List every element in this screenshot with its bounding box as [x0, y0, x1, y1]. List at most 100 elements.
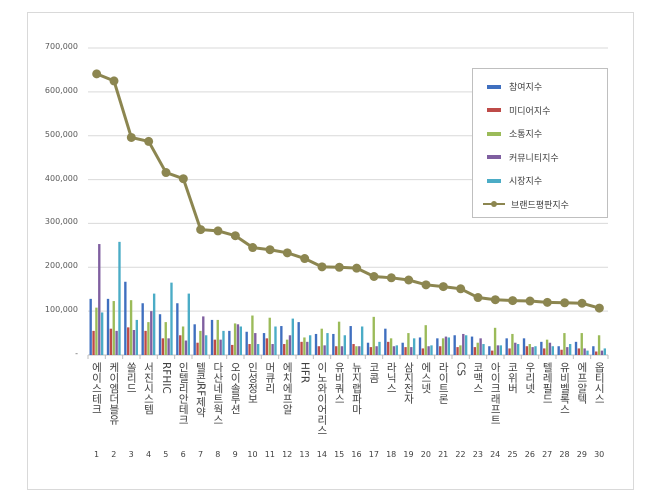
bar-3-18 — [389, 338, 393, 355]
x-rank-label: 25 — [507, 450, 518, 459]
x-rank-label: 5 — [163, 450, 169, 459]
x-rank-label: 2 — [111, 450, 117, 459]
bar-5-24 — [499, 345, 502, 355]
bar-2-2 — [109, 328, 113, 355]
bar-2-11 — [265, 338, 269, 355]
x-rank-label: 16 — [351, 450, 362, 459]
bar-5-15 — [343, 335, 346, 355]
legend-label: 시장지수 — [509, 177, 543, 188]
bar-5-23 — [482, 344, 485, 355]
bar-4-15 — [340, 346, 344, 355]
bar-4-26 — [531, 347, 534, 355]
bar-4-25 — [514, 342, 517, 355]
bar-5-19 — [412, 338, 416, 355]
brand-index-point-27 — [542, 297, 552, 307]
brand-index-point-9 — [230, 231, 240, 241]
legend-label: 커뮤니티지수 — [509, 153, 559, 164]
bar-1-3 — [124, 281, 127, 355]
y-tick-label: 100,000 — [44, 305, 78, 315]
x-category-label: 유비쿼스 — [333, 362, 346, 404]
bar-4-12 — [288, 335, 292, 355]
bar-2-5 — [161, 338, 165, 355]
legend-item: 브랜드평판지수 — [483, 193, 607, 217]
y-tick-label: 300,000 — [44, 217, 78, 227]
bar-3-21 — [441, 338, 445, 355]
legend-swatch — [487, 84, 501, 89]
bar-1-25 — [505, 338, 508, 355]
x-category-label: 에이스테크 — [90, 362, 103, 415]
bar-3-20 — [424, 325, 427, 355]
bar-4-11 — [271, 344, 274, 355]
x-category-label: 코콤 — [367, 362, 380, 383]
legend: 참여지수 미디어지수 소통지수 커뮤니티지수 시장지수 브랜드평판지수 — [472, 68, 608, 218]
bar-1-14 — [314, 333, 318, 355]
bar-3-5 — [164, 322, 167, 355]
x-category-label: 인텔리안테크 — [177, 362, 190, 425]
bar-5-28 — [568, 344, 572, 355]
bar-1-29 — [574, 341, 578, 355]
bar-2-30 — [595, 351, 598, 355]
bar-5-5 — [170, 282, 173, 355]
bar-2-17 — [369, 347, 373, 355]
bar-4-20 — [427, 346, 430, 355]
bar-2-15 — [335, 346, 338, 355]
legend-swatch — [483, 201, 505, 208]
x-rank-label: 27 — [542, 450, 553, 459]
bar-3-7 — [199, 330, 202, 355]
bar-1-1 — [89, 298, 92, 355]
x-rank-label: 19 — [403, 450, 414, 459]
bar-1-13 — [297, 322, 300, 355]
bar-4-19 — [410, 347, 413, 355]
bar-1-16 — [349, 326, 352, 355]
legend-swatch — [487, 155, 501, 160]
brand-index-point-25 — [508, 296, 518, 306]
x-rank-label: 29 — [576, 450, 587, 459]
brand-index-point-18 — [386, 273, 396, 283]
bar-2-4 — [144, 330, 147, 355]
x-category-label: 아이크래프트 — [489, 362, 502, 425]
bar-4-3 — [132, 330, 136, 355]
x-category-label: 우리넷 — [523, 362, 536, 394]
x-category-label: 옵티시스 — [593, 362, 606, 404]
y-tick-label: - — [75, 349, 78, 358]
bar-4-21 — [444, 336, 448, 355]
bar-4-14 — [323, 345, 326, 355]
x-category-label: 코맥스 — [471, 362, 484, 394]
bar-1-10 — [245, 331, 248, 355]
x-category-label: 인성정보 — [246, 362, 259, 404]
bar-5-30 — [603, 348, 606, 355]
y-tick-label: 500,000 — [44, 129, 78, 139]
bar-4-9 — [236, 324, 240, 355]
bar-4-22 — [462, 333, 465, 355]
x-category-label: 에프알텍 — [575, 362, 588, 404]
bar-4-8 — [219, 339, 222, 355]
x-category-label: 유비벨록스 — [558, 362, 571, 415]
bar-1-22 — [453, 335, 456, 355]
legend-item: 참여지수 — [487, 75, 607, 99]
bar-5-21 — [447, 337, 450, 355]
x-rank-label: 13 — [299, 450, 310, 459]
bar-1-17 — [366, 342, 370, 355]
x-rank-label: 10 — [247, 450, 258, 459]
bar-5-9 — [239, 326, 242, 355]
bar-3-22 — [459, 345, 462, 355]
bar-1-19 — [401, 342, 404, 355]
bar-3-1 — [95, 307, 98, 355]
x-rank-label: 14 — [316, 450, 327, 459]
legend-swatch — [487, 108, 501, 113]
x-rank-label: 9 — [232, 450, 238, 459]
legend-item: 시장지수 — [487, 169, 607, 193]
bar-3-28 — [563, 333, 566, 355]
bar-2-28 — [560, 349, 563, 355]
bar-2-13 — [300, 341, 303, 355]
bar-4-6 — [184, 340, 188, 355]
bar-5-3 — [135, 319, 138, 355]
bar-3-9 — [233, 323, 237, 355]
bar-4-30 — [600, 350, 604, 355]
bar-1-21 — [436, 338, 439, 355]
bar-3-12 — [285, 339, 289, 355]
brand-index-point-30 — [594, 303, 604, 313]
x-rank-label: 21 — [438, 450, 449, 459]
bar-4-16 — [358, 346, 361, 355]
x-category-label: 코위버 — [506, 362, 519, 394]
